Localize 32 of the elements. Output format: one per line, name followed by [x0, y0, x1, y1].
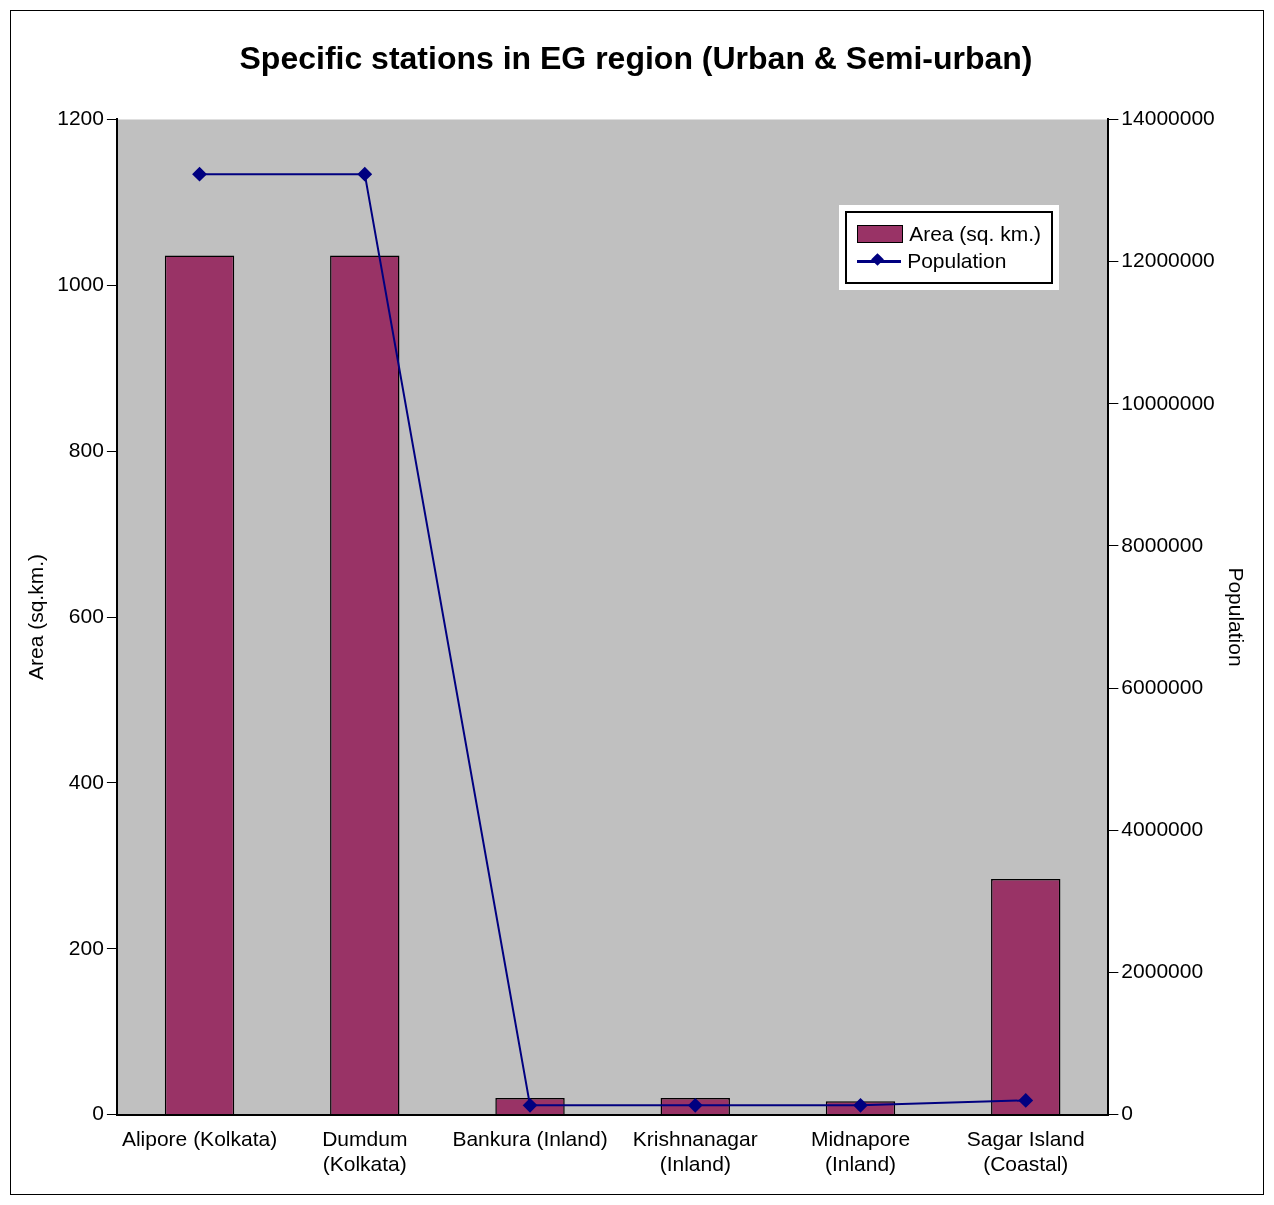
- x-tick-label: Krishnanagar (Inland): [632, 1127, 758, 1176]
- y-tick-label: 600: [68, 603, 104, 627]
- y2-tick-label: 6000000: [1121, 674, 1204, 698]
- x-tick-label: Alipore (Kolkata): [121, 1127, 278, 1150]
- y2-tick-label: 2000000: [1121, 959, 1204, 983]
- y-tick-label: 0: [92, 1101, 104, 1125]
- point: [853, 1098, 868, 1113]
- y2-tick-label: 10000000: [1121, 390, 1215, 414]
- y-tick-label: 800: [68, 437, 104, 461]
- y2-tick-label: 4000000: [1121, 817, 1204, 841]
- y-tick-label: 200: [68, 935, 104, 959]
- y2-axis-title: Population: [1224, 567, 1248, 667]
- y2-tick-label: 14000000: [1121, 106, 1215, 130]
- y2-tick-label: 12000000: [1121, 248, 1215, 272]
- point: [1018, 1093, 1033, 1108]
- legend-label: Population: [907, 249, 1007, 273]
- point: [192, 167, 207, 182]
- y2-tick-label: 0: [1121, 1101, 1134, 1125]
- y-tick-label: 1000: [57, 272, 104, 296]
- point: [357, 167, 372, 182]
- point: [688, 1098, 703, 1113]
- y-tick-label: 1200: [57, 106, 104, 130]
- legend-label: Area (sq. km.): [909, 222, 1041, 246]
- y-axis-title: Area (sq.km.): [24, 553, 48, 681]
- chart-title: Specific stations in EG region (Urban & Semi-urban): [239, 40, 1033, 77]
- x-tick-label: Sagar Island (Coastal): [966, 1127, 1085, 1176]
- x-tick-label: Dumdum (Kolkata): [322, 1127, 408, 1176]
- x-tick-label: Bankura (Inland): [452, 1127, 608, 1150]
- point: [523, 1098, 538, 1113]
- y-tick-label: 400: [68, 769, 104, 793]
- x-tick-label: Midnapore (Inland): [810, 1127, 911, 1176]
- y2-tick-label: 8000000: [1121, 532, 1204, 556]
